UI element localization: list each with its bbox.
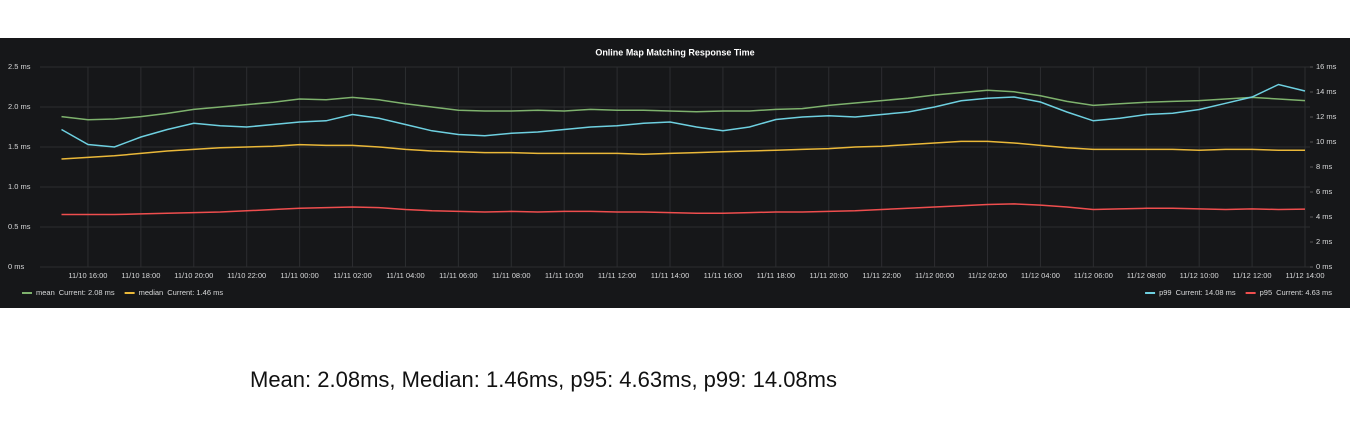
legend-current: Current: 1.46 ms <box>167 288 223 297</box>
legend-current: Current: 4.63 ms <box>1276 288 1332 297</box>
y2-tick-label: 10 ms <box>1316 137 1337 146</box>
x-tick-label: 11/12 12:00 <box>1233 271 1272 280</box>
x-tick-label: 11/10 22:00 <box>227 271 266 280</box>
y-tick-label: 0.5 ms <box>8 222 31 231</box>
y2-tick-label: 8 ms <box>1316 162 1333 171</box>
x-tick-label: 11/11 04:00 <box>386 271 425 280</box>
x-tick-label: 11/10 20:00 <box>174 271 213 280</box>
caption: Mean: 2.08ms, Median: 1.46ms, p95: 4.63m… <box>250 367 837 392</box>
y-tick-label: 1.0 ms <box>8 182 31 191</box>
y-tick-label: 0 ms <box>8 262 25 271</box>
x-tick-label: 11/11 00:00 <box>280 271 319 280</box>
y2-tick-label: 2 ms <box>1316 237 1333 246</box>
x-tick-label: 11/10 16:00 <box>68 271 107 280</box>
y2-tick-label: 14 ms <box>1316 87 1337 96</box>
y2-tick-label: 0 ms <box>1316 262 1333 271</box>
x-tick-label: 11/12 14:00 <box>1285 271 1324 280</box>
chart-title: Online Map Matching Response Time <box>595 47 754 57</box>
x-tick-label: 11/12 08:00 <box>1127 271 1166 280</box>
x-tick-label: 11/11 18:00 <box>757 271 796 280</box>
x-tick-label: 11/11 12:00 <box>598 271 637 280</box>
series-line <box>61 83 1306 148</box>
legend-current: Current: 2.08 ms <box>59 288 115 297</box>
x-tick-label: 11/11 14:00 <box>651 271 690 280</box>
x-tick-label: 11/12 04:00 <box>1021 271 1060 280</box>
y2-tick-label: 16 ms <box>1316 62 1337 71</box>
x-tick-label: 11/11 02:00 <box>333 271 372 280</box>
series-line <box>61 203 1306 216</box>
y-tick-label: 2.0 ms <box>8 102 31 111</box>
x-tick-label: 11/11 20:00 <box>810 271 849 280</box>
y2-tick-label: 6 ms <box>1316 187 1333 196</box>
series-line <box>61 140 1305 160</box>
legend-label: mean <box>36 288 55 297</box>
y2-tick-label: 4 ms <box>1316 212 1333 221</box>
x-tick-label: 11/12 06:00 <box>1074 271 1113 280</box>
series-line <box>61 89 1306 121</box>
x-tick-label: 11/11 08:00 <box>492 271 531 280</box>
x-tick-label: 11/11 06:00 <box>439 271 478 280</box>
x-tick-label: 11/11 16:00 <box>704 271 743 280</box>
x-tick-label: 11/11 22:00 <box>862 271 901 280</box>
y-tick-label: 2.5 ms <box>8 62 31 71</box>
x-tick-label: 11/12 10:00 <box>1180 271 1219 280</box>
legend-current: Current: 14.08 ms <box>1176 288 1236 297</box>
panel <box>0 38 1350 308</box>
y2-tick-label: 12 ms <box>1316 112 1337 121</box>
x-tick-label: 11/11 10:00 <box>545 271 584 280</box>
legend-label: p95 <box>1260 288 1273 297</box>
legend-label: median <box>139 288 164 297</box>
y-tick-label: 1.5 ms <box>8 142 31 151</box>
x-tick-label: 11/12 02:00 <box>968 271 1007 280</box>
x-tick-label: 11/12 00:00 <box>915 271 954 280</box>
legend-label: p99 <box>1159 288 1172 297</box>
x-tick-label: 11/10 18:00 <box>121 271 160 280</box>
